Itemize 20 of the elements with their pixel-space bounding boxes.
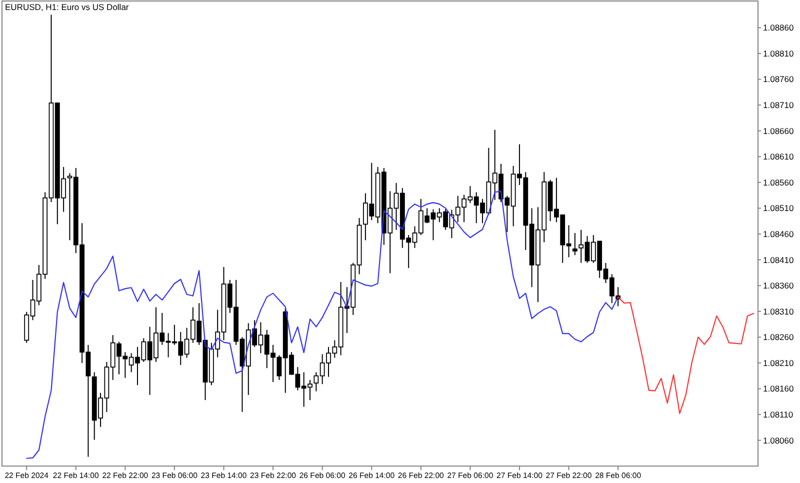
candlestick [572, 232, 578, 256]
y-tick-label: 1.08160 [763, 384, 794, 394]
y-tick-label: 1.08410 [763, 254, 794, 265]
y-tick-label: 1.08510 [763, 203, 794, 214]
line-series [26, 190, 619, 459]
y-tick-label: 1.08360 [763, 280, 794, 291]
y-tick-label: 1.08310 [763, 306, 794, 316]
y-tick-label: 1.08060 [763, 435, 794, 446]
y-tick-label: 1.08660 [763, 126, 794, 136]
chart-title: EURUSD, H1: Euro vs US Dollar [5, 2, 129, 12]
y-tick-label: 1.08260 [763, 332, 794, 342]
y-tick-label: 1.08860 [763, 22, 794, 33]
y-tick-label: 1.08610 [763, 152, 794, 162]
y-tick-label: 1.08810 [763, 48, 794, 58]
y-tick-label: 1.08110 [763, 409, 794, 420]
y-tick-label: 1.08210 [763, 358, 794, 368]
y-tick-label: 1.08460 [763, 228, 794, 239]
y-tick-label: 1.08560 [763, 177, 794, 188]
y-tick-label: 1.08760 [763, 74, 794, 84]
y-tick-label: 1.08710 [763, 100, 794, 110]
